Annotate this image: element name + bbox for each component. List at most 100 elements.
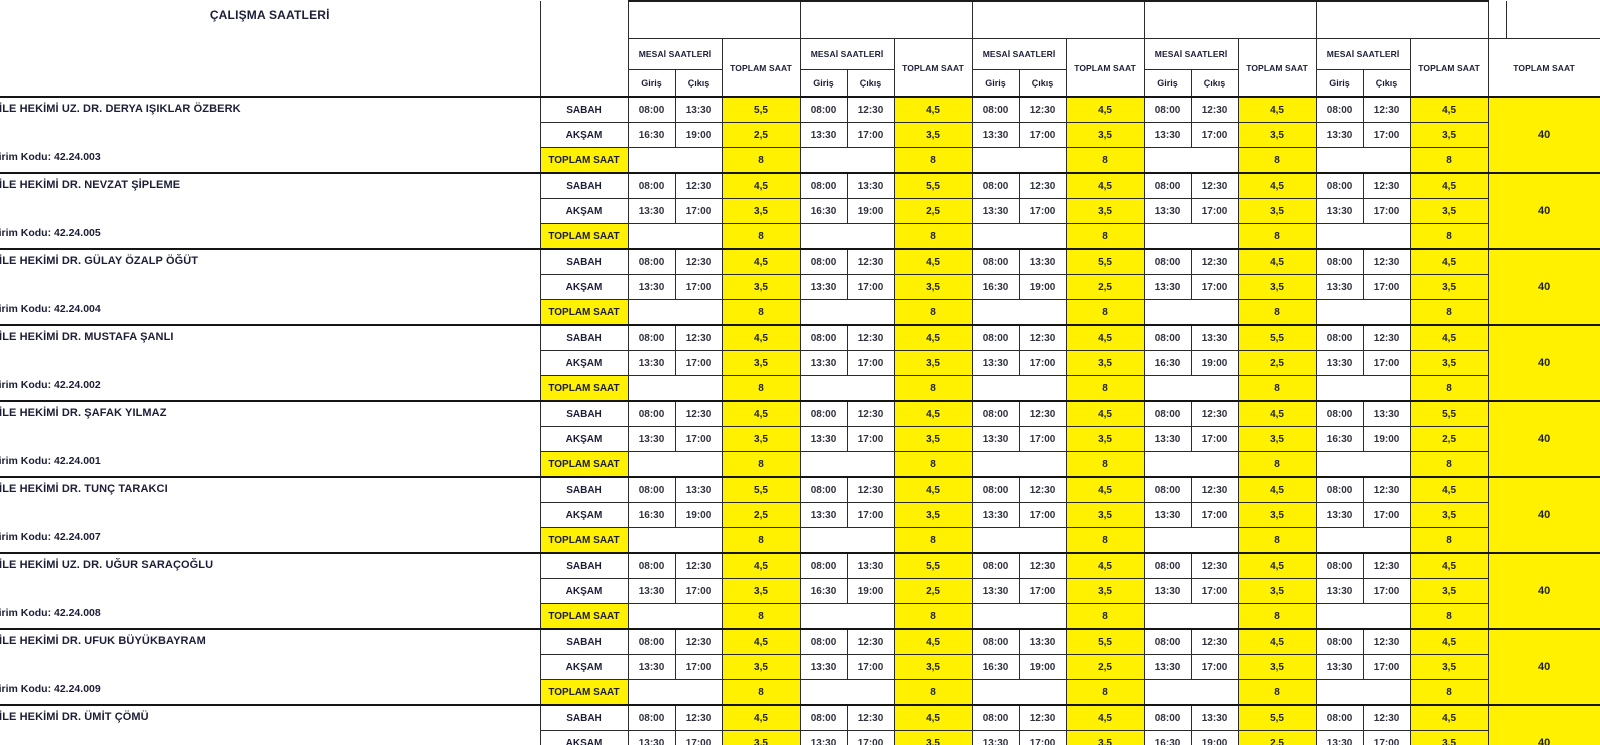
aksam-total-cell: 3,5 bbox=[893, 654, 973, 680]
sabah-in-cell: 08:00 bbox=[1143, 704, 1192, 731]
day-total-cell: 8 bbox=[1237, 679, 1317, 706]
sabah-out-cell: 12:30 bbox=[1190, 628, 1239, 655]
shift-column-header-cell bbox=[539, 1, 629, 97]
aksam-in-cell: 13:30 bbox=[1143, 654, 1192, 680]
aksam-out-cell: 19:00 bbox=[1190, 730, 1239, 745]
sabah-in-cell: 08:00 bbox=[1143, 248, 1192, 275]
aksam-total-cell: 3,5 bbox=[893, 502, 973, 528]
toplam-saat-row-label: TOPLAM SAAT bbox=[539, 527, 629, 554]
empty-times-cell bbox=[1143, 223, 1239, 250]
aksam-total-cell: 3,5 bbox=[1065, 426, 1145, 452]
unit-code: Birim Kodu: 42.24.009 bbox=[0, 683, 101, 695]
sabah-out-cell: 12:30 bbox=[1190, 400, 1239, 427]
sabah-in-cell: 08:00 bbox=[1143, 96, 1192, 123]
day-total-cell: 8 bbox=[1237, 299, 1317, 326]
sabah-out-cell: 12:30 bbox=[674, 704, 723, 731]
sabah-out-cell: 12:30 bbox=[674, 172, 723, 199]
sabah-total-cell: 4,5 bbox=[893, 628, 973, 655]
aksam-out-cell: 17:00 bbox=[1190, 274, 1239, 300]
doctor-name: AİLE HEKİMİ DR. TUNÇ TARAKCI bbox=[0, 483, 168, 495]
doctor-block-sabah-row: AİLE HEKİMİ UZ. DR. DERYA IŞIKLAR ÖZBERK… bbox=[0, 96, 1600, 174]
shift-label-sabah: SABAH bbox=[539, 552, 629, 579]
aksam-in-cell: 13:30 bbox=[1315, 350, 1364, 376]
toplam-saat-header: TOPLAM SAAT bbox=[1065, 38, 1145, 98]
sabah-total-cell: 4,5 bbox=[1409, 704, 1489, 731]
sabah-in-cell: 08:00 bbox=[971, 324, 1020, 351]
aksam-in-cell: 13:30 bbox=[1143, 274, 1192, 300]
sabah-in-cell: 08:00 bbox=[1143, 400, 1192, 427]
day-total-cell: 8 bbox=[1065, 527, 1145, 554]
empty-times-cell bbox=[627, 147, 723, 174]
sabah-out-cell: 13:30 bbox=[846, 172, 895, 199]
doctor-block-toplam-row: TOPLAM SAAT 8 8 8 8 8 bbox=[0, 527, 1600, 554]
aksam-in-cell: 16:30 bbox=[971, 654, 1020, 680]
shift-label-aksam: AKŞAM bbox=[539, 274, 629, 300]
aksam-total-cell: 3,5 bbox=[1409, 122, 1489, 148]
shift-label-aksam: AKŞAM bbox=[539, 426, 629, 452]
sabah-out-cell: 12:30 bbox=[674, 324, 723, 351]
sabah-out-cell: 12:30 bbox=[1190, 96, 1239, 123]
empty-times-cell bbox=[1143, 679, 1239, 706]
shift-label-sabah: SABAH bbox=[539, 248, 629, 275]
doctor-block-aksam-row: AKŞAM 13:30 17:00 3,5 13:30 17:00 3,5 16:30 19:0… bbox=[0, 654, 1600, 680]
sabah-in-cell: 08:00 bbox=[971, 248, 1020, 275]
sabah-out-cell: 12:30 bbox=[1018, 324, 1067, 351]
aksam-total-cell: 2,5 bbox=[1409, 426, 1489, 452]
aksam-out-cell: 17:00 bbox=[1190, 654, 1239, 680]
aksam-out-cell: 17:00 bbox=[674, 654, 723, 680]
empty-times-cell bbox=[1143, 527, 1239, 554]
sabah-total-cell: 4,5 bbox=[1409, 552, 1489, 579]
schedule-header: ÇALIŞMA SAATLERİ SAATLERİ TOPLAMI MESAİ … bbox=[0, 0, 1600, 98]
aksam-out-cell: 17:00 bbox=[1018, 502, 1067, 528]
sabah-in-cell: 08:00 bbox=[971, 96, 1020, 123]
aksam-out-cell: 17:00 bbox=[1018, 350, 1067, 376]
empty-times-cell bbox=[1315, 527, 1411, 554]
day-total-cell: 8 bbox=[893, 299, 973, 326]
aksam-in-cell: 13:30 bbox=[799, 502, 848, 528]
doctor-cell: AİLE HEKİMİ DR. ÜMİT ÇÖMÜBirim Kodu: 42.… bbox=[0, 704, 541, 745]
sabah-total-cell: 4,5 bbox=[1237, 552, 1317, 579]
sabah-total-cell: 4,5 bbox=[721, 704, 801, 731]
day-total-cell: 8 bbox=[1409, 603, 1489, 630]
day-total-cell: 8 bbox=[721, 679, 801, 706]
aksam-in-cell: 16:30 bbox=[799, 578, 848, 604]
doctor-cell: AİLE HEKİMİ DR. GÜLAY ÖZALP ÖĞÜT Birim Ko… bbox=[0, 248, 541, 326]
aksam-total-cell: 3,5 bbox=[1065, 350, 1145, 376]
sabah-total-cell: 4,5 bbox=[721, 628, 801, 655]
sabah-total-cell: 4,5 bbox=[893, 248, 973, 275]
aksam-total-cell: 3,5 bbox=[1237, 122, 1317, 148]
sabah-total-cell: 4,5 bbox=[1065, 172, 1145, 199]
aksam-out-cell: 17:00 bbox=[1362, 274, 1411, 300]
aksam-out-cell: 17:00 bbox=[674, 198, 723, 224]
empty-times-cell bbox=[1315, 375, 1411, 402]
sabah-in-cell: 08:00 bbox=[1315, 172, 1364, 199]
aksam-in-cell: 13:30 bbox=[799, 654, 848, 680]
aksam-in-cell: 13:30 bbox=[1315, 122, 1364, 148]
weekly-total-cell: 40 bbox=[1487, 628, 1600, 706]
cikis-header: Çıkış bbox=[1018, 69, 1067, 98]
sabah-out-cell: 13:30 bbox=[1018, 628, 1067, 655]
day-header-cell bbox=[627, 0, 801, 39]
shift-label-aksam: AKŞAM bbox=[539, 198, 629, 224]
empty-times-cell bbox=[799, 679, 895, 706]
aksam-total-cell: 2,5 bbox=[721, 502, 801, 528]
sabah-total-cell: 5,5 bbox=[893, 552, 973, 579]
day-total-cell: 8 bbox=[893, 147, 973, 174]
aksam-in-cell: 13:30 bbox=[799, 426, 848, 452]
doctor-block-sabah-row: AİLE HEKİMİ DR. GÜLAY ÖZALP ÖĞÜT Birim Ko… bbox=[0, 248, 1600, 326]
aksam-out-cell: 19:00 bbox=[846, 578, 895, 604]
aksam-total-cell: 3,5 bbox=[1237, 274, 1317, 300]
day-header-cell bbox=[1315, 0, 1489, 39]
toplam-saat-header: TOPLAM SAAT bbox=[1409, 38, 1489, 98]
sabah-total-cell: 5,5 bbox=[1237, 324, 1317, 351]
sabah-out-cell: 12:30 bbox=[1190, 476, 1239, 503]
clipped-header-text: SAATLERİ TOPLAMI bbox=[1510, 1, 1597, 2]
aksam-in-cell: 13:30 bbox=[1315, 730, 1364, 745]
empty-times-cell bbox=[971, 603, 1067, 630]
unit-code: Birim Kodu: 42.24.007 bbox=[0, 531, 101, 543]
empty-times-cell bbox=[799, 603, 895, 630]
aksam-in-cell: 13:30 bbox=[971, 502, 1020, 528]
mesai-saatleri-header: MESAİ SAATLERİ bbox=[1315, 38, 1411, 70]
aksam-out-cell: 17:00 bbox=[674, 350, 723, 376]
aksam-total-cell: 3,5 bbox=[1237, 502, 1317, 528]
